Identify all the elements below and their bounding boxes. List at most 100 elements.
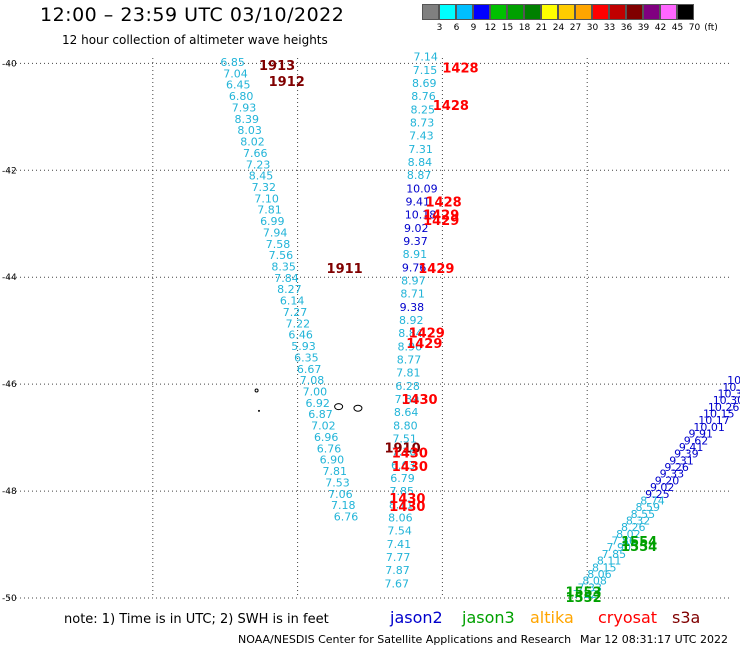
swh-value: 9.62 xyxy=(684,434,709,447)
swh-value: 8.35 xyxy=(271,261,296,274)
swh-value: 9.25 xyxy=(645,488,670,501)
scale-label: 30 xyxy=(586,23,599,33)
swh-value: 7.77 xyxy=(386,551,411,564)
scale-label: 12 xyxy=(484,23,497,33)
lat-tick-label: -46 xyxy=(2,380,17,390)
time-label: 1913 xyxy=(259,59,295,74)
scale-swatch xyxy=(439,4,456,20)
legend-cryosat: cryosat xyxy=(598,608,658,627)
swh-value: 10.37 xyxy=(722,381,740,394)
scale-swatch xyxy=(473,4,490,20)
lat-tick-label: -42 xyxy=(2,166,17,176)
time-label: 1428 xyxy=(433,99,469,114)
swh-value: 7.41 xyxy=(387,538,412,551)
swh-value: 7.90 xyxy=(607,541,632,554)
scale-swatch xyxy=(456,4,473,20)
scale-label: 45 xyxy=(671,23,684,33)
swh-value: 8.45 xyxy=(249,170,273,183)
swh-value: 7.18 xyxy=(331,499,356,512)
swh-value: 9.38 xyxy=(400,301,425,314)
legend-altika: altika xyxy=(530,608,574,627)
swh-value: 8.59 xyxy=(635,501,660,514)
swh-value: 7.39 xyxy=(395,393,420,406)
scale-swatch xyxy=(677,4,694,20)
legend-jason3: jason3 xyxy=(462,608,515,627)
time-label: 1911 xyxy=(327,262,363,277)
swh-value: 8.11 xyxy=(597,555,622,568)
swh-value: 6.96 xyxy=(314,431,339,444)
island-dot xyxy=(257,409,260,412)
credit-date: Mar 12 08:31:17 UTC 2022 xyxy=(580,633,728,646)
swh-value: 7.08 xyxy=(300,374,325,387)
scale-swatch xyxy=(422,4,439,20)
swh-value: 9.02 xyxy=(404,222,429,235)
page-subtitle: 12 hour collection of altimeter wave hei… xyxy=(62,33,328,47)
swh-value: 6.76 xyxy=(317,442,342,455)
scale-label: 15 xyxy=(501,23,514,33)
swh-value: 6.79 xyxy=(390,472,415,485)
swh-value: 7.02 xyxy=(311,420,336,433)
scale-swatch xyxy=(660,4,677,20)
swh-value: 8.02 xyxy=(240,136,265,149)
swh-value: 8.74 xyxy=(640,494,665,507)
scale-label: 42 xyxy=(654,23,667,33)
swh-value: 7.51 xyxy=(392,432,417,445)
time-label: 1429 xyxy=(423,214,459,229)
swh-value: 9.02 xyxy=(650,481,675,494)
swh-value: 7.54 xyxy=(387,525,412,538)
swh-value: 7.43 xyxy=(409,130,434,143)
swh-value: 7.32 xyxy=(252,181,277,194)
scale-swatch xyxy=(609,4,626,20)
time-label: 1554 xyxy=(621,540,657,555)
swh-value: 10.26 xyxy=(708,401,740,414)
swh-value: 9.20 xyxy=(655,474,680,487)
swh-value: 7.33 xyxy=(578,581,603,594)
time-label: 1430 xyxy=(392,460,428,475)
lat-tick-label: -40 xyxy=(2,59,17,69)
swh-value: 7.23 xyxy=(246,158,271,171)
scale-label: 39 xyxy=(637,23,650,33)
time-label: 1429 xyxy=(423,209,459,224)
island-outline xyxy=(334,403,344,411)
swh-value: 10.01 xyxy=(693,421,725,434)
swh-value: 8.77 xyxy=(397,353,422,366)
swh-value: 6.99 xyxy=(260,215,285,228)
swh-value: 6.45 xyxy=(226,79,251,92)
swh-value: 6.90 xyxy=(320,454,345,467)
swh-value: 8.02 xyxy=(616,528,641,541)
swh-value: 7.85 xyxy=(602,548,627,561)
swh-value: 9.26 xyxy=(664,461,689,474)
swh-value: 8.32 xyxy=(626,514,651,527)
swh-value: 8.87 xyxy=(407,169,432,182)
swh-value: 7.14 xyxy=(413,51,438,64)
time-label: 1430 xyxy=(401,393,437,408)
time-label: 1428 xyxy=(442,62,478,77)
swh-value: 8.06 xyxy=(388,511,413,524)
swh-value: 7.81 xyxy=(257,204,282,217)
swh-value: 7.00 xyxy=(303,386,328,399)
swh-value: 7.87 xyxy=(385,564,410,577)
scale-swatch xyxy=(643,4,660,20)
island-dot xyxy=(254,388,259,393)
swh-value: 8.96 xyxy=(398,340,423,353)
scale-label: 6 xyxy=(453,23,460,33)
scale-swatch xyxy=(507,4,524,20)
swh-value: 8.71 xyxy=(400,288,425,301)
swh-value: 7.27 xyxy=(283,306,308,319)
swh-value: 10.30 xyxy=(713,394,740,407)
swh-value: 10.18 xyxy=(405,209,437,222)
swh-value: 8.25 xyxy=(411,103,436,116)
swh-value: 7.31 xyxy=(408,143,433,156)
scale-label: 3 xyxy=(436,23,443,33)
swh-value: 8.84 xyxy=(408,156,433,169)
time-label: 1430 xyxy=(389,492,425,507)
swh-value: 8.69 xyxy=(412,77,437,90)
lat-tick-label: -50 xyxy=(2,594,17,604)
swh-value: 6.80 xyxy=(229,90,254,103)
scale-swatch xyxy=(524,4,541,20)
swh-value: 8.39 xyxy=(235,113,260,126)
scale-swatch xyxy=(592,4,609,20)
swh-value: 9.41 xyxy=(405,195,430,208)
swh-value: 7.10 xyxy=(254,192,279,205)
scale-swatch xyxy=(558,4,575,20)
